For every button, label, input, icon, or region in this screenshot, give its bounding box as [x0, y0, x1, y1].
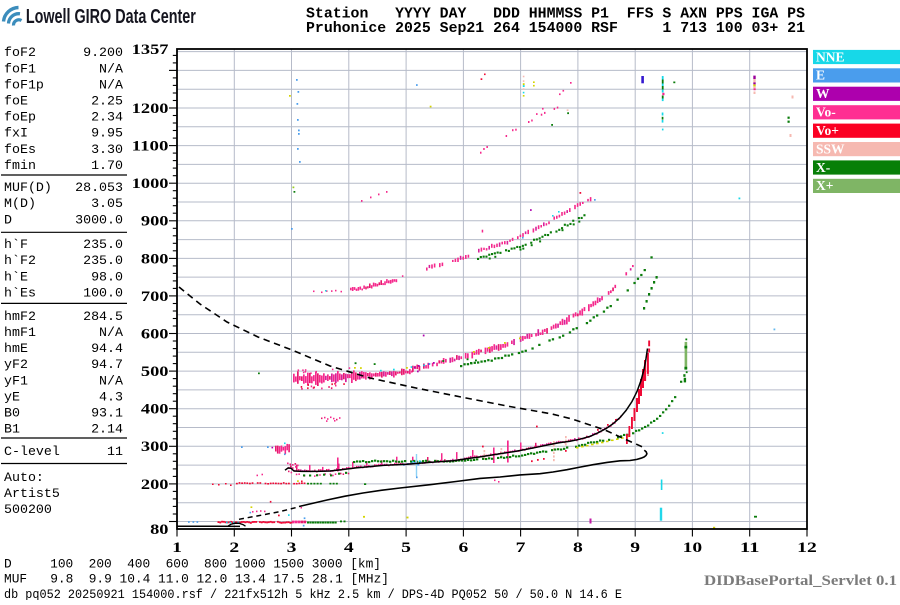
svg-text:yE: yE	[4, 389, 20, 404]
svg-text:X-: X-	[816, 160, 830, 175]
svg-text:700: 700	[141, 289, 169, 305]
svg-text:3000.0: 3000.0	[75, 212, 123, 227]
svg-text:foF1p: foF1p	[4, 77, 44, 92]
svg-text:DIDBasePortal_Servlet 0.1: DIDBasePortal_Servlet 0.1	[704, 573, 897, 589]
svg-text:Vo-: Vo-	[816, 105, 836, 120]
svg-text:400: 400	[141, 402, 169, 418]
svg-text:h`Es: h`Es	[4, 285, 36, 300]
svg-text:hmF2: hmF2	[4, 309, 36, 324]
svg-text:Lowell GIRO Data Center: Lowell GIRO Data Center	[26, 5, 196, 27]
svg-text:300: 300	[141, 439, 169, 455]
svg-text:1357: 1357	[132, 42, 169, 58]
svg-text:3.05: 3.05	[91, 196, 123, 211]
svg-text:B0: B0	[4, 406, 20, 421]
svg-text:h`E: h`E	[4, 269, 28, 284]
svg-text:hmF1: hmF1	[4, 325, 36, 340]
svg-text:600: 600	[141, 326, 169, 342]
svg-text:94.7: 94.7	[91, 357, 123, 372]
svg-text:200: 200	[141, 477, 169, 493]
svg-text:500200: 500200	[4, 502, 52, 517]
svg-text:foE: foE	[4, 94, 28, 109]
svg-text:80: 80	[150, 522, 168, 538]
svg-text:5: 5	[401, 540, 411, 556]
svg-text:98.0: 98.0	[91, 269, 123, 284]
svg-text:Pruhonice 2025 Sep21 264 15400: Pruhonice 2025 Sep21 264 154000 RSF 1 71…	[306, 21, 805, 37]
svg-text:Station YYYY DAY DDD HHMMS: Station YYYY DAY DDD HHMMSS P1 FFS S AXN…	[306, 7, 805, 23]
svg-text:900: 900	[141, 214, 169, 230]
svg-text:2.14: 2.14	[91, 422, 123, 437]
svg-text:h`F2: h`F2	[4, 253, 36, 268]
svg-text:N/A: N/A	[99, 325, 123, 340]
svg-text:Artist5: Artist5	[4, 486, 60, 501]
svg-text:4.3: 4.3	[99, 389, 123, 404]
svg-text:235.0: 235.0	[83, 253, 123, 268]
svg-text:1.70: 1.70	[91, 158, 123, 173]
svg-text:2.25: 2.25	[91, 94, 123, 109]
svg-text:Auto:: Auto:	[4, 470, 44, 485]
svg-text:500: 500	[141, 364, 169, 380]
svg-text:SSW: SSW	[816, 141, 845, 156]
svg-text:3: 3	[287, 540, 297, 556]
svg-text:1: 1	[172, 540, 182, 556]
svg-text:94.4: 94.4	[91, 341, 123, 356]
svg-text:MUF(D): MUF(D)	[4, 180, 52, 195]
svg-text:yF1: yF1	[4, 373, 28, 388]
svg-text:9: 9	[630, 540, 640, 556]
svg-text:6: 6	[459, 540, 469, 556]
svg-text:fxI: fxI	[4, 126, 28, 141]
svg-text:fmin: fmin	[4, 158, 36, 173]
svg-text:N/A: N/A	[99, 77, 123, 92]
svg-text:1100: 1100	[132, 139, 169, 155]
svg-text:28.053: 28.053	[75, 180, 123, 195]
svg-text:X+: X+	[816, 178, 833, 193]
svg-text:1200: 1200	[132, 101, 169, 117]
svg-text:N/A: N/A	[99, 373, 123, 388]
svg-text:C-level: C-level	[4, 444, 60, 459]
svg-text:N/A: N/A	[99, 61, 123, 76]
svg-text:yF2: yF2	[4, 357, 28, 372]
svg-text:1000: 1000	[132, 176, 169, 192]
svg-text:D 100 200 400 600 800: D 100 200 400 600 800 1000 1500 3000 [km…	[4, 557, 381, 572]
svg-text:NNE: NNE	[816, 49, 845, 64]
svg-text:800: 800	[141, 251, 169, 267]
svg-text:235.0: 235.0	[83, 237, 123, 252]
svg-text:foEp: foEp	[4, 110, 36, 125]
svg-text:10: 10	[683, 540, 703, 556]
svg-text:E: E	[816, 68, 825, 83]
svg-text:12: 12	[797, 540, 817, 556]
svg-text:hmE: hmE	[4, 341, 28, 356]
svg-text:foF2: foF2	[4, 45, 36, 60]
svg-text:11: 11	[740, 540, 760, 556]
svg-text:4: 4	[344, 540, 354, 556]
svg-text:8: 8	[573, 540, 583, 556]
svg-text:9.200: 9.200	[83, 45, 123, 60]
svg-text:9.95: 9.95	[91, 126, 123, 141]
svg-text:2: 2	[229, 540, 239, 556]
svg-text:3.30: 3.30	[91, 142, 123, 157]
svg-text:h`F: h`F	[4, 237, 28, 252]
svg-text:93.1: 93.1	[91, 406, 123, 421]
svg-text:7: 7	[516, 540, 526, 556]
svg-text:Vo+: Vo+	[816, 123, 839, 138]
svg-text:284.5: 284.5	[83, 309, 123, 324]
svg-text:W: W	[816, 86, 830, 101]
svg-text:D: D	[4, 212, 12, 227]
svg-text:B1: B1	[4, 422, 20, 437]
svg-text:2.34: 2.34	[91, 110, 123, 125]
svg-text:foEs: foEs	[4, 142, 36, 157]
svg-text:foF1: foF1	[4, 61, 36, 76]
svg-text:db pq052 20250921 154000.rsf /: db pq052 20250921 154000.rsf / 221fx512h…	[4, 588, 622, 600]
svg-text:MUF 9.8 9.9 10.4 11.0 12.0: MUF 9.8 9.9 10.4 11.0 12.0 13.4 17.5 28.…	[4, 572, 389, 587]
svg-text:100.0: 100.0	[83, 285, 123, 300]
svg-text:11: 11	[107, 444, 123, 459]
svg-text:M(D): M(D)	[4, 196, 36, 211]
